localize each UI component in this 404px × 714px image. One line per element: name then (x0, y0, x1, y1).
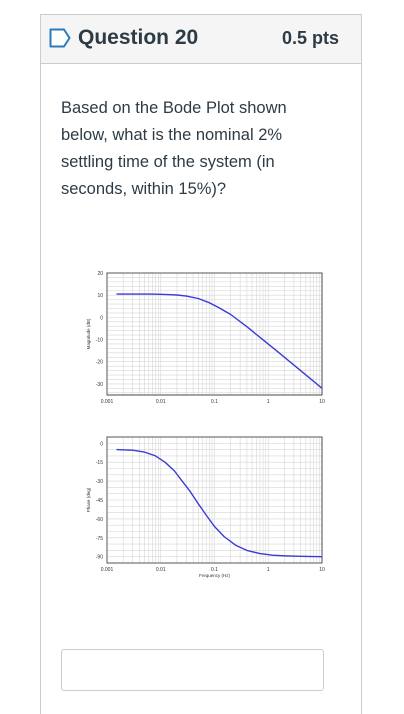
x-tick-label: 0.001 (101, 567, 114, 573)
y-axis-label: Magnitude (dB) (86, 318, 91, 349)
y-tick-label: -90 (96, 555, 103, 561)
x-axis-label: Frequency (Hz) (199, 573, 231, 578)
question-title: Question 20 (78, 26, 199, 49)
x-tick-label: 10 (319, 567, 325, 573)
question-text: Based on the Bode Plot shown below, what… (61, 99, 287, 198)
y-axis-label: Phase (deg) (86, 487, 91, 512)
y-tick-label: 10 (97, 293, 103, 299)
x-tick-label: 1 (267, 567, 270, 573)
y-tick-label: -30 (96, 479, 103, 485)
x-tick-label: 0.1 (211, 567, 218, 573)
series-line (116, 448, 323, 558)
phase-plot: 0 -15 -30 -45 -60 -75 -90 0.001 0.01 0.1 1 10 Phase … (86, 436, 325, 578)
answer-input[interactable] (61, 649, 324, 691)
series-line (116, 293, 323, 389)
y-tick-label: -10 (96, 338, 103, 344)
y-tick-label: -20 (96, 360, 103, 366)
magnitude-plot: 20 10 0 -10 -20 -30 0.001 0.01 0.1 1 10 Magnitude (… (86, 271, 325, 405)
question-card: Question 20 0.5 pts Based on the Bode Pl… (40, 14, 362, 714)
y-tick-label: 0 (100, 441, 103, 447)
x-tick-label: 0.001 (101, 399, 114, 405)
flag-icon[interactable] (49, 28, 71, 48)
y-tick-label: -60 (96, 517, 103, 523)
x-tick-label: 10 (319, 399, 325, 405)
y-tick-label: 20 (97, 271, 103, 277)
question-header: Question 20 0.5 pts (41, 15, 361, 64)
y-tick-label: 0 (100, 315, 103, 321)
x-tick-label: 0.01 (156, 567, 166, 573)
y-tick-label: -75 (96, 536, 103, 542)
y-tick-label: -30 (96, 382, 103, 388)
x-tick-label: 0.01 (156, 399, 166, 405)
question-points: 0.5 pts (281, 28, 339, 48)
y-tick-label: -45 (96, 498, 103, 504)
x-tick-label: 1 (267, 399, 270, 405)
y-tick-label: -15 (96, 460, 103, 466)
x-tick-label: 0.1 (211, 399, 218, 405)
